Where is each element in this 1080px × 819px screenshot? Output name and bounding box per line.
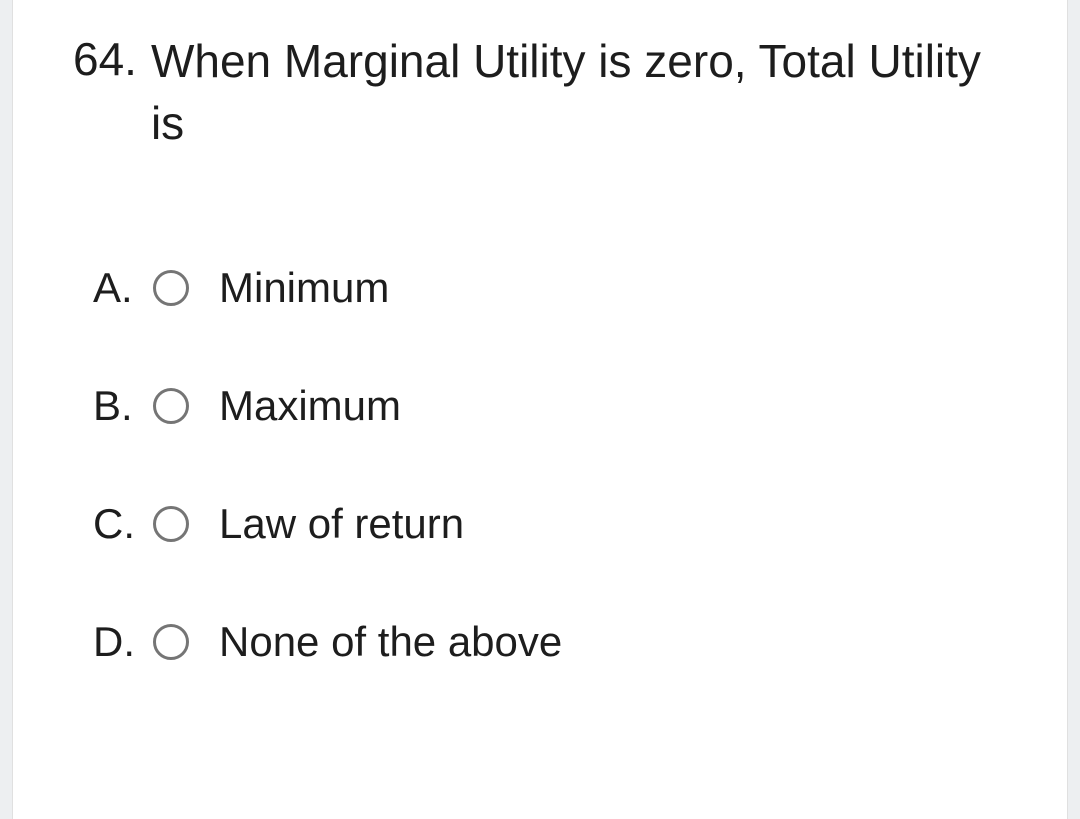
option-b[interactable]: B. Maximum [93,382,1007,430]
option-c[interactable]: C. Law of return [93,500,1007,548]
option-label: Law of return [219,500,464,548]
question-text: When Marginal Utility is zero, Total Uti… [151,30,1007,154]
option-a[interactable]: A. Minimum [93,264,1007,312]
radio-button[interactable] [153,624,189,660]
option-label: None of the above [219,618,562,666]
option-letter: B. [93,382,153,430]
option-letter: A. [93,264,153,312]
question-card: 64. When Marginal Utility is zero, Total… [12,0,1068,819]
radio-button[interactable] [153,506,189,542]
option-letter: D. [93,618,153,666]
question-number: 64. [73,30,137,90]
option-label: Minimum [219,264,389,312]
option-label: Maximum [219,382,401,430]
options-list: A. Minimum B. Maximum C. Law of return D… [73,264,1007,666]
radio-button[interactable] [153,388,189,424]
radio-button[interactable] [153,270,189,306]
question-row: 64. When Marginal Utility is zero, Total… [73,30,1007,154]
option-d[interactable]: D. None of the above [93,618,1007,666]
option-letter: C. [93,500,153,548]
